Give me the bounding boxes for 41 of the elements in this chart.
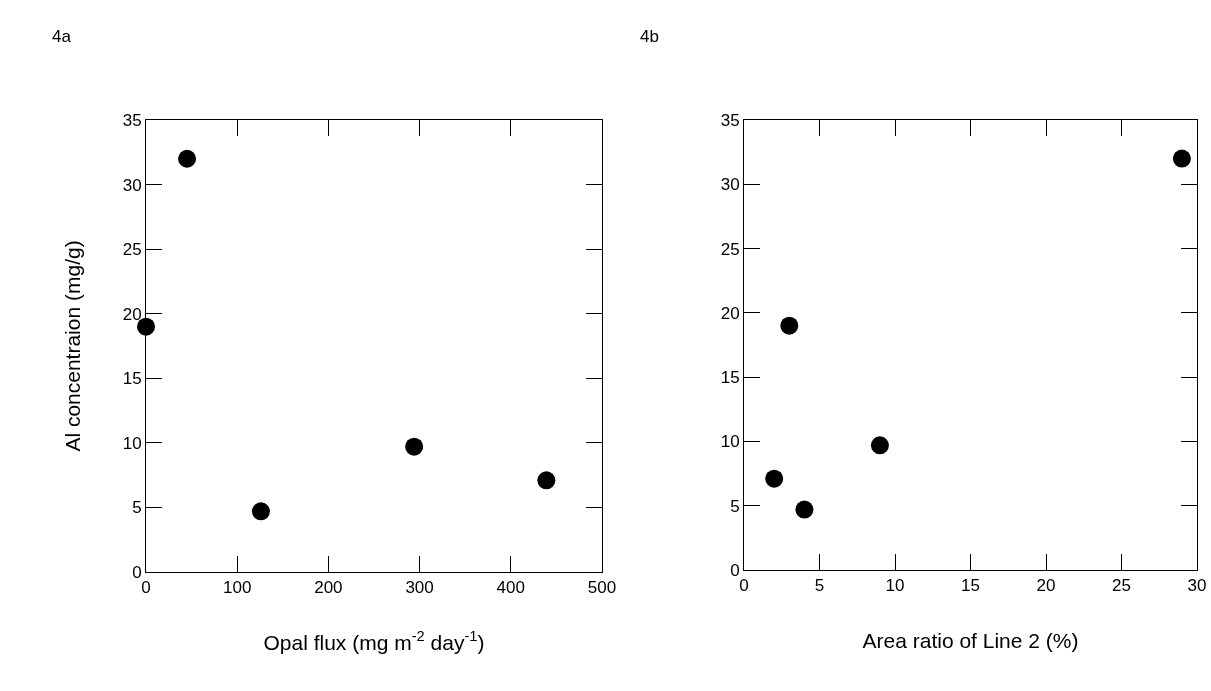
- y-tick-label: 10: [720, 432, 740, 452]
- point: [780, 316, 799, 335]
- y-tick-label: 25: [122, 240, 142, 260]
- point: [537, 471, 556, 490]
- y-tick-label: 30: [720, 175, 740, 195]
- point: [251, 502, 270, 521]
- y-tick-label: 35: [122, 110, 142, 130]
- x-tick-label: 100: [223, 578, 252, 598]
- x-tick-label: 30: [1187, 576, 1207, 596]
- x-axis-title: Opal flux (mg m$^{-2}$ day$^{-1}$): [263, 627, 485, 654]
- point: [405, 437, 424, 456]
- y-tick-label: 35: [720, 110, 740, 130]
- x-tick-label: 20: [1036, 576, 1056, 596]
- x-axis-title: Area ratio of Line 2 (%): [862, 628, 1079, 652]
- y-tick-label: 5: [132, 498, 142, 518]
- y-tick-label: 5: [730, 496, 740, 516]
- y-tick-label: 15: [720, 368, 740, 388]
- point: [795, 500, 814, 519]
- y-tick-label: 15: [122, 369, 142, 389]
- point: [870, 436, 889, 455]
- chart-title: 4b: [640, 26, 659, 46]
- y-tick-label: 30: [122, 175, 142, 195]
- chart-title: 4a: [52, 26, 72, 46]
- y-tick-label: 20: [720, 303, 740, 323]
- point: [178, 149, 197, 168]
- y-tick-label: 0: [730, 560, 740, 580]
- y-axis-title: Al concentraion (mg/g): [60, 240, 84, 452]
- x-tick-label: 25: [1112, 576, 1131, 596]
- y-tick-label: 10: [122, 433, 142, 453]
- x-tick-label: 300: [405, 578, 434, 598]
- y-tick-label: 0: [132, 562, 142, 582]
- x-tick-label: 10: [885, 576, 905, 596]
- y-tick-label: 20: [122, 304, 142, 324]
- x-tick-label: 400: [496, 578, 525, 598]
- point: [1172, 149, 1191, 168]
- x-tick-label: 200: [314, 578, 343, 598]
- x-tick-label: 15: [961, 576, 980, 596]
- x-tick-label: 500: [587, 578, 617, 598]
- point: [765, 469, 784, 488]
- y-tick-label: 25: [720, 239, 740, 259]
- x-tick-label: 5: [814, 576, 825, 596]
